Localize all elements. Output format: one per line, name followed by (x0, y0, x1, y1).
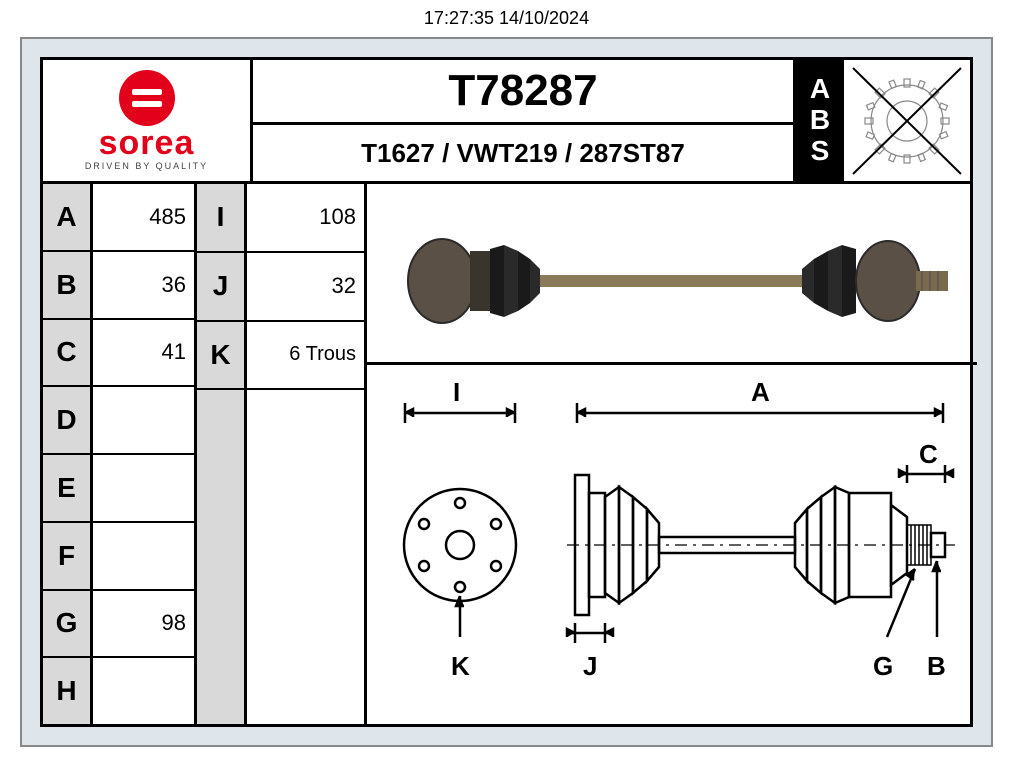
timestamp: 17:27:35 14/10/2024 (0, 0, 1013, 37)
brand-tagline: DRIVEN BY QUALITY (85, 161, 208, 171)
spec-value: 36 (93, 252, 194, 320)
spec-label: J (197, 253, 244, 322)
spec-label: D (43, 387, 90, 455)
spec-value-blank (247, 390, 364, 724)
part-photo (379, 196, 965, 366)
brand-logo: sorea DRIVEN BY QUALITY (43, 60, 253, 181)
spec-label-blank (197, 390, 244, 724)
diagram-area: I A C K J G B (367, 184, 970, 724)
title-column: T78287 T1627 / VWT219 / 287ST87 (253, 60, 796, 181)
spec-label-col-2: I J K (197, 184, 247, 724)
spec-value-col-2: 108 32 6 Trous (247, 184, 367, 724)
diagram-label: C (919, 439, 938, 470)
diagram-label: K (451, 651, 470, 682)
spec-label: B (43, 252, 90, 320)
diagram-label: I (453, 377, 460, 408)
cross-references: T1627 / VWT219 / 287ST87 (253, 125, 793, 181)
spec-value (93, 523, 194, 591)
diagram-label: A (751, 377, 770, 408)
header: sorea DRIVEN BY QUALITY T78287 T1627 / V… (43, 60, 970, 184)
document-frame: sorea DRIVEN BY QUALITY T78287 T1627 / V… (20, 37, 993, 747)
spec-label: K (197, 322, 244, 391)
spec-value: 485 (93, 184, 194, 252)
abs-indicator-icon (844, 60, 970, 181)
part-schematic: I A C K J G B (367, 362, 977, 714)
spec-value: 98 (93, 591, 194, 659)
spec-label: H (43, 658, 90, 724)
spec-label: E (43, 455, 90, 523)
spec-value (93, 387, 194, 455)
spec-value (93, 658, 194, 724)
spec-label: C (43, 320, 90, 388)
spec-value: 6 Trous (247, 322, 364, 391)
spec-label: I (197, 184, 244, 253)
spec-sheet: sorea DRIVEN BY QUALITY T78287 T1627 / V… (40, 57, 973, 727)
spec-label: A (43, 184, 90, 252)
diagram-label: B (927, 651, 946, 682)
diagram-label: G (873, 651, 893, 682)
brand-logo-icon (119, 70, 175, 126)
abs-label: ABS (796, 60, 844, 181)
body: A B C D E F G H 485 36 41 98 (43, 184, 970, 724)
brand-name: sorea (99, 128, 195, 159)
spec-label-col-1: A B C D E F G H (43, 184, 93, 724)
spec-value (93, 455, 194, 523)
spec-value-col-1: 485 36 41 98 (93, 184, 197, 724)
spec-label: G (43, 591, 90, 659)
part-number: T78287 (253, 60, 793, 125)
diagram-label: J (583, 651, 597, 682)
spec-value: 108 (247, 184, 364, 253)
spec-value: 41 (93, 320, 194, 388)
spec-value: 32 (247, 253, 364, 322)
spec-label: F (43, 523, 90, 591)
